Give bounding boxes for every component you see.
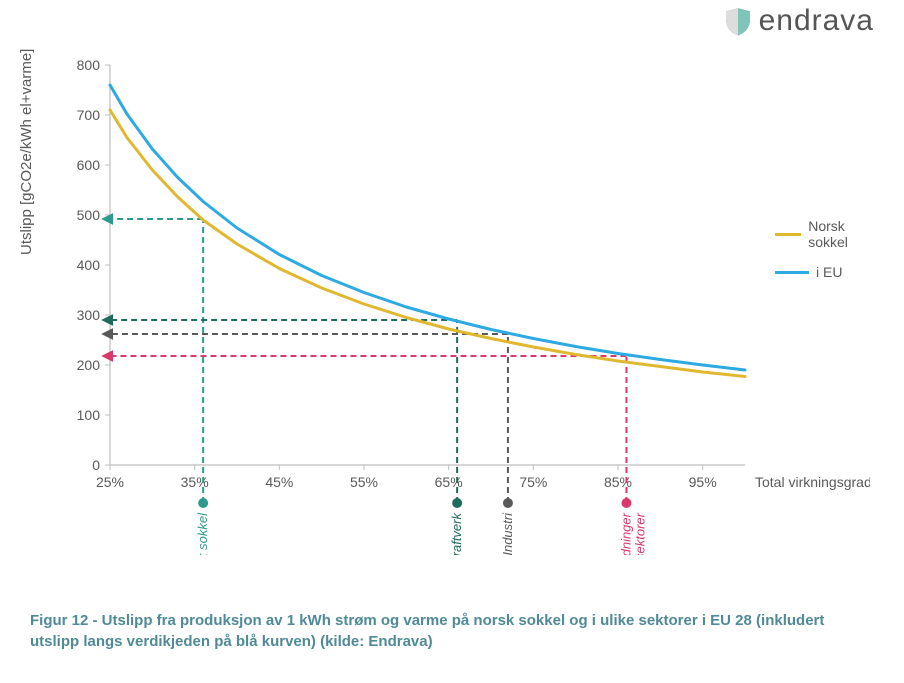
legend-swatch (775, 271, 809, 274)
legend-label: i EU (816, 264, 842, 280)
svg-text:Industri: Industri (500, 512, 515, 555)
chart-canvas: 0 100 200 300 400 500 600 700 800 25% 35% 45% 55% 65%… (30, 55, 870, 555)
svg-text:75%: 75% (519, 474, 547, 490)
legend-item: Norsk sokkel (775, 218, 870, 250)
legend: Norsk sokkel i EU (775, 218, 870, 294)
svg-text:65%: 65% (435, 474, 463, 490)
svg-text:55%: 55% (350, 474, 378, 490)
emissions-chart: 0 100 200 300 400 500 600 700 800 25% 35% 45% 55% 65%… (30, 55, 870, 555)
svg-text:Total virkningsgrad: Total virkningsgrad (755, 474, 870, 490)
svg-text:500: 500 (77, 207, 101, 223)
figure-caption: Figur 12 - Utslipp fra produksjon av 1 k… (30, 610, 870, 652)
svg-text:95%: 95% (689, 474, 717, 490)
svg-text:800: 800 (77, 57, 101, 73)
svg-text:Gasskraftverk: Gasskraftverk (449, 512, 464, 555)
svg-text:200: 200 (77, 357, 101, 373)
svg-text:85%: 85% (604, 474, 632, 490)
svg-text:0: 0 (92, 457, 100, 473)
legend-label: Norsk sokkel (808, 218, 870, 250)
svg-text:100: 100 (77, 407, 101, 423)
logo-text: endrava (759, 4, 874, 38)
svg-text:35%: 35% (181, 474, 209, 490)
svg-text:Norsk sokkel: Norsk sokkel (195, 512, 210, 555)
y-axis-label: Utslipp [gCO2e/kWh el+varme] (18, 49, 35, 255)
svg-text:700: 700 (77, 107, 101, 123)
shield-icon (722, 5, 754, 37)
svg-text:45%: 45% (265, 474, 293, 490)
svg-text:25%: 25% (96, 474, 124, 490)
svg-text:600: 600 (77, 157, 101, 173)
logo: endrava (722, 4, 874, 38)
svg-text:Husholdningerog ande sektorer: Husholdningerog ande sektorer (618, 512, 647, 555)
legend-item: i EU (775, 264, 870, 280)
svg-text:400: 400 (77, 257, 101, 273)
legend-swatch (775, 233, 801, 236)
svg-text:300: 300 (77, 307, 101, 323)
